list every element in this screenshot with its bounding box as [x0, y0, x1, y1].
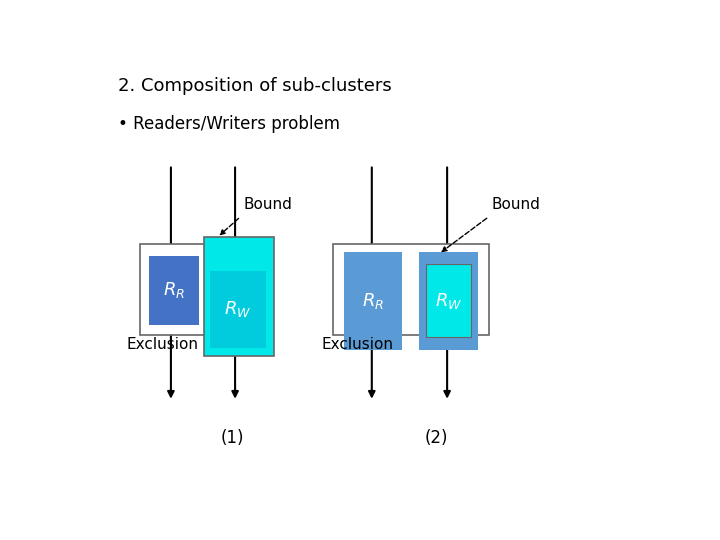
Text: $R_R$: $R_R$	[163, 280, 185, 300]
Text: Exclusion: Exclusion	[322, 337, 394, 352]
Text: Bound: Bound	[492, 198, 541, 212]
Bar	[344, 252, 402, 349]
Bar	[204, 238, 274, 356]
Text: $R_R$: $R_R$	[362, 291, 384, 310]
Bar	[148, 256, 199, 325]
Bar	[426, 265, 471, 337]
Bar	[333, 244, 489, 335]
Text: (1): (1)	[220, 429, 244, 447]
Bar	[210, 271, 266, 348]
Text: Exclusion: Exclusion	[126, 337, 198, 352]
Text: 2. Composition of sub-clusters: 2. Composition of sub-clusters	[118, 77, 392, 95]
Bar	[140, 244, 258, 335]
Text: Bound: Bound	[243, 198, 292, 212]
Text: • Readers/Writers problem: • Readers/Writers problem	[118, 114, 340, 133]
Text: $R_W$: $R_W$	[224, 299, 251, 319]
Text: (2): (2)	[424, 429, 448, 447]
Bar	[419, 252, 478, 349]
Text: $R_W$: $R_W$	[435, 291, 462, 310]
